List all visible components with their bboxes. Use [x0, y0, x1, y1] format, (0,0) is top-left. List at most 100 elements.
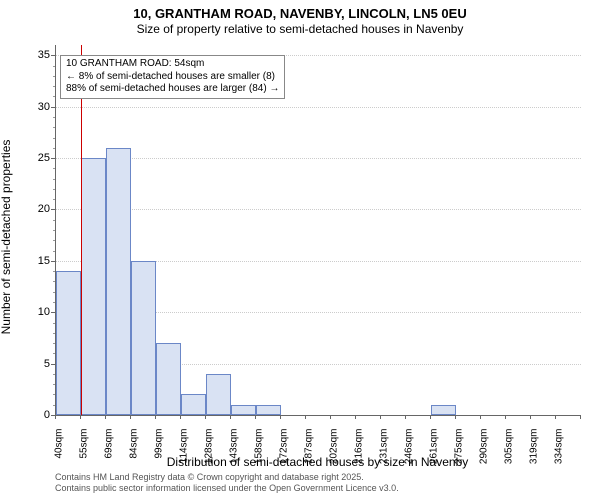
histogram-bar [206, 374, 231, 415]
y-tick-label: 20 [20, 203, 50, 215]
x-tick-label: 334sqm [554, 429, 565, 469]
property-marker-line [81, 45, 82, 415]
y-minor-tick [53, 66, 55, 67]
x-tick-mark [355, 415, 356, 419]
x-tick-label: 305sqm [504, 429, 515, 469]
histogram-bar [131, 261, 156, 415]
x-tick-label: 158sqm [254, 429, 265, 469]
y-tick-mark [51, 209, 55, 210]
x-tick-mark [230, 415, 231, 419]
histogram-bar [106, 148, 131, 415]
x-tick-mark [180, 415, 181, 419]
y-minor-tick [53, 374, 55, 375]
x-tick-label: 143sqm [229, 429, 240, 469]
histogram-bar [231, 405, 256, 415]
annotation-line: ← 8% of semi-detached houses are smaller… [66, 71, 279, 84]
y-tick-mark [51, 55, 55, 56]
y-minor-tick [53, 199, 55, 200]
chart-title: 10, GRANTHAM ROAD, NAVENBY, LINCOLN, LN5… [0, 6, 600, 21]
y-minor-tick [53, 394, 55, 395]
chart-container: 10, GRANTHAM ROAD, NAVENBY, LINCOLN, LN5… [0, 0, 600, 500]
footer-attribution: Contains HM Land Registry data © Crown c… [55, 472, 399, 494]
x-tick-mark [530, 415, 531, 419]
x-tick-mark [555, 415, 556, 419]
y-tick-mark [51, 261, 55, 262]
histogram-bar [181, 394, 206, 415]
y-minor-tick [53, 168, 55, 169]
y-minor-tick [53, 179, 55, 180]
histogram-bar [81, 158, 106, 415]
y-minor-tick [53, 271, 55, 272]
x-tick-mark [255, 415, 256, 419]
y-minor-tick [53, 333, 55, 334]
histogram-bar [431, 405, 456, 415]
x-tick-label: 69sqm [104, 429, 115, 469]
y-tick-mark [51, 158, 55, 159]
x-tick-mark [130, 415, 131, 419]
y-tick-label: 15 [20, 255, 50, 267]
y-minor-tick [53, 230, 55, 231]
annotation-line: 88% of semi-detached houses are larger (… [66, 83, 279, 96]
y-tick-mark [51, 312, 55, 313]
plot-area [55, 45, 581, 416]
y-tick-label: 35 [20, 49, 50, 61]
gridline [56, 209, 581, 210]
y-minor-tick [53, 292, 55, 293]
y-minor-tick [53, 96, 55, 97]
y-tick-label: 25 [20, 152, 50, 164]
x-tick-label: 261sqm [429, 429, 440, 469]
x-tick-mark [105, 415, 106, 419]
x-tick-mark [55, 415, 56, 419]
x-tick-mark [480, 415, 481, 419]
y-minor-tick [53, 127, 55, 128]
y-tick-label: 5 [20, 358, 50, 370]
x-tick-label: 55sqm [79, 429, 90, 469]
x-tick-label: 231sqm [379, 429, 390, 469]
annotation-line: 10 GRANTHAM ROAD: 54sqm [66, 58, 279, 71]
x-tick-mark [380, 415, 381, 419]
y-minor-tick [53, 302, 55, 303]
x-tick-label: 290sqm [479, 429, 490, 469]
y-minor-tick [53, 148, 55, 149]
y-tick-label: 10 [20, 306, 50, 318]
x-tick-mark [405, 415, 406, 419]
y-minor-tick [53, 76, 55, 77]
x-tick-label: 319sqm [529, 429, 540, 469]
y-minor-tick [53, 384, 55, 385]
x-tick-mark [455, 415, 456, 419]
x-tick-label: 40sqm [54, 429, 65, 469]
histogram-bar [56, 271, 81, 415]
x-tick-mark [580, 415, 581, 419]
x-tick-label: 84sqm [129, 429, 140, 469]
y-minor-tick [53, 281, 55, 282]
y-tick-mark [51, 364, 55, 365]
y-minor-tick [53, 86, 55, 87]
x-tick-label: 275sqm [454, 429, 465, 469]
x-tick-label: 187sqm [304, 429, 315, 469]
y-tick-label: 0 [20, 409, 50, 421]
x-tick-mark [505, 415, 506, 419]
x-tick-label: 99sqm [154, 429, 165, 469]
annotation-box: 10 GRANTHAM ROAD: 54sqm← 8% of semi-deta… [60, 55, 285, 99]
histogram-bar [256, 405, 281, 415]
y-minor-tick [53, 220, 55, 221]
y-minor-tick [53, 323, 55, 324]
x-tick-mark [430, 415, 431, 419]
y-minor-tick [53, 251, 55, 252]
y-minor-tick [53, 117, 55, 118]
y-minor-tick [53, 353, 55, 354]
gridline [56, 158, 581, 159]
x-tick-mark [155, 415, 156, 419]
x-tick-label: 128sqm [204, 429, 215, 469]
x-tick-mark [205, 415, 206, 419]
x-tick-mark [80, 415, 81, 419]
footer-line-2: Contains public sector information licen… [55, 483, 399, 494]
x-tick-label: 216sqm [354, 429, 365, 469]
x-tick-mark [305, 415, 306, 419]
footer-line-1: Contains HM Land Registry data © Crown c… [55, 472, 399, 483]
x-tick-label: 172sqm [279, 429, 290, 469]
y-minor-tick [53, 405, 55, 406]
y-minor-tick [53, 138, 55, 139]
y-minor-tick [53, 343, 55, 344]
y-tick-label: 30 [20, 101, 50, 113]
